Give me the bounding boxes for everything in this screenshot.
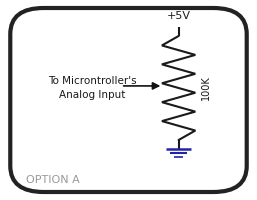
FancyBboxPatch shape [10,8,247,192]
Text: +5V: +5V [167,11,191,21]
Text: 100K: 100K [201,76,210,100]
Text: To Microntroller's
Analog Input: To Microntroller's Analog Input [48,76,137,100]
Text: OPTION A: OPTION A [26,175,79,185]
